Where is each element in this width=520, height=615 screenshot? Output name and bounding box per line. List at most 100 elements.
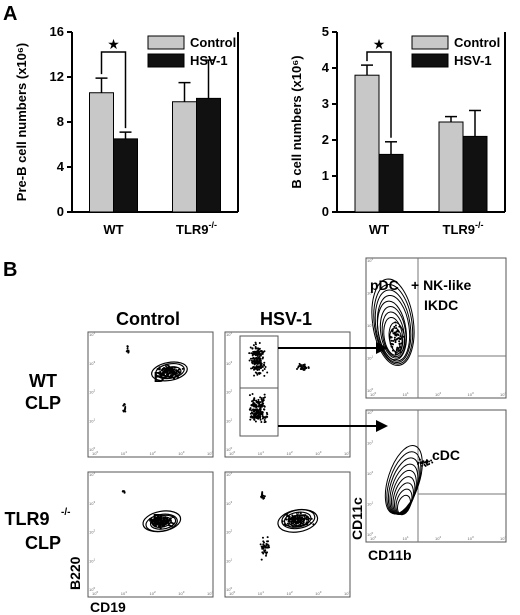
facs-dot: [254, 345, 257, 348]
facs-dot: [251, 393, 254, 396]
facs-dot: [251, 347, 254, 350]
legend-label: Control: [454, 35, 500, 50]
facs-dot: [399, 335, 402, 338]
facs-dot: [261, 369, 264, 372]
row-label-wt-clp: CLP: [25, 393, 61, 413]
facs-tick-label: 102: [435, 535, 441, 541]
facs-tick-label: 101: [226, 557, 232, 563]
facs-tick-label: 101: [403, 535, 409, 541]
facs-tick-label: 101: [89, 417, 95, 423]
facs-dot: [181, 367, 184, 370]
facs-dot: [263, 495, 266, 498]
facs-dot: [260, 397, 263, 400]
facs-tick-label: 102: [150, 450, 156, 456]
facs-dot: [399, 345, 402, 348]
facs-dot: [256, 409, 259, 412]
facs-dot: [263, 497, 266, 500]
facs-dot: [402, 335, 405, 338]
facs-dot: [260, 362, 263, 365]
facs-dot: [301, 522, 304, 525]
facs-dot: [255, 372, 258, 375]
facs-dot: [263, 368, 266, 371]
facs-dot: [123, 490, 126, 493]
facs-dot: [291, 514, 294, 517]
facs-dot: [390, 339, 393, 342]
significance-bracket: [366, 51, 392, 138]
facs-dot: [262, 396, 265, 399]
panel-b-label: B: [3, 259, 17, 281]
facs-tick-label: 102: [287, 590, 293, 596]
axis-label-cd11c: CD11c: [349, 497, 365, 540]
facs-contour: [151, 516, 172, 528]
facs-dot: [296, 367, 299, 370]
y-tick-label: 2: [322, 132, 329, 147]
facs-dot: [253, 409, 256, 412]
facs-dot: [263, 374, 266, 377]
bar-control-1: [172, 101, 197, 213]
plot-wt-hsv1: [224, 331, 351, 458]
facs-tick-label: 101: [226, 417, 232, 423]
facs-dot: [168, 519, 171, 522]
facs-dot: [423, 463, 426, 466]
facs-tick-label: 103: [178, 450, 184, 456]
facs-dot: [261, 417, 264, 420]
facs-tick-label: 101: [121, 450, 127, 456]
population-label-nk-like: + NK-like: [411, 277, 472, 293]
y-tick-label: 3: [322, 96, 329, 111]
facs-tick-label: 104: [367, 257, 373, 263]
facs-dot: [395, 330, 398, 333]
facs-dot: [165, 365, 168, 368]
facs-contour: [379, 306, 407, 359]
facs-dot: [254, 351, 257, 354]
column-title-control: Control: [116, 309, 180, 329]
facs-dot: [253, 359, 256, 362]
facs-dot: [263, 408, 266, 411]
facs-dot: [265, 411, 268, 414]
facs-dot: [248, 359, 251, 362]
facs-dot: [149, 519, 152, 522]
legend-swatch: [147, 53, 185, 68]
facs-dot: [251, 362, 254, 365]
facs-dot: [262, 540, 265, 543]
facs-dot: [418, 458, 421, 461]
facs-dot: [258, 372, 261, 375]
facs-dot: [417, 461, 420, 464]
facs-dot: [263, 416, 266, 419]
facs-tick-label: 100: [367, 531, 373, 537]
bar-control-0: [89, 92, 114, 213]
facs-dot: [394, 321, 397, 324]
facs-dot: [126, 349, 129, 352]
facs-contour: [373, 284, 414, 365]
facs-dot: [398, 325, 401, 328]
y-tick-label: 1: [322, 168, 329, 183]
facs-dot: [396, 337, 399, 340]
facs-contour: [142, 510, 182, 533]
facs-tick-label: 104: [367, 409, 373, 415]
facs-dot: [249, 416, 252, 419]
facs-panel: Control HSV-1 WT CLP TLR9 -/- CLP B B: [5, 257, 507, 615]
facs-dot: [255, 404, 258, 407]
facs-dot: [428, 460, 431, 463]
facs-dot: [248, 352, 251, 355]
facs-tick-label: 103: [468, 535, 474, 541]
facs-contour: [149, 514, 177, 530]
facs-contour: [381, 311, 405, 358]
facs-tick-label: 104: [344, 450, 350, 456]
population-label-ikdc: IKDC: [424, 297, 458, 313]
facs-dot: [391, 330, 394, 333]
facs-tick-label: 100: [92, 590, 98, 596]
facs-dot: [261, 366, 264, 369]
facs-dot: [259, 413, 262, 416]
facs-tick-label: 100: [229, 590, 235, 596]
facs-dot: [424, 461, 427, 464]
facs-dot: [254, 420, 257, 423]
facs-tick-label: 104: [500, 535, 506, 541]
facs-contour: [277, 508, 319, 533]
facs-tick-label: 100: [226, 446, 232, 452]
facs-dot: [398, 337, 401, 340]
facs-dot: [261, 491, 264, 494]
facs-dot: [400, 342, 403, 345]
facs-dot: [260, 558, 263, 561]
facs-dot: [394, 339, 397, 342]
